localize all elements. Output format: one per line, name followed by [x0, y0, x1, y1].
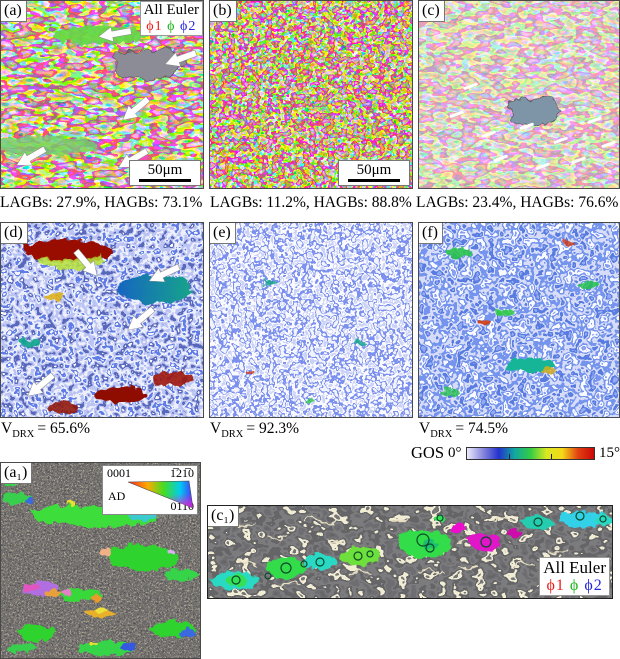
panel-e-label: (e): [210, 223, 236, 244]
vdrx-subscript: DRX: [221, 429, 244, 441]
legend-phi-row: ϕ1 ϕ ϕ2: [543, 577, 606, 595]
panel-e-grains: [246, 280, 366, 404]
ipf-axis-label: AD: [108, 489, 126, 503]
panel-e-gos-map: (e): [209, 222, 413, 418]
panel-f-gos-map: (f): [418, 222, 620, 418]
panel-f-grains: [439, 240, 599, 397]
panel-c1-label: (c₁): [208, 506, 240, 527]
ipf-color-triangle: [127, 480, 194, 509]
scalebar-b: 50μm: [338, 159, 410, 186]
gos-max-label: 15°: [599, 444, 620, 461]
panel-d-texture: [1, 223, 203, 417]
scalebar-a: 50μm: [129, 159, 201, 186]
panel-a-euler-map: (a) All Euler ϕ1 ϕ ϕ2 50μm: [0, 0, 204, 189]
legend-phi1: ϕ1: [546, 577, 565, 594]
panel-b-euler-map: (b) 50μm: [209, 0, 413, 189]
panel-d-gos-map: (d): [0, 222, 204, 418]
scalebar-a-text: 50μm: [147, 161, 183, 178]
panel-c-label: (c): [419, 1, 445, 22]
scalebar-b-text: 50μm: [356, 161, 392, 178]
legend-phi: ϕ: [569, 577, 580, 594]
panel-a1-drx-grains: [1, 480, 199, 656]
scalebar-a-bar: [139, 178, 191, 182]
caption-a-boundaries: LAGBs: 27.9%, HAGBs: 73.1%: [0, 194, 203, 211]
all-euler-legend: All Euler ϕ1 ϕ ϕ2: [139, 1, 203, 36]
panel-b-texture: [210, 1, 412, 188]
caption-b-boundaries: LAGBs: 11.2%, HAGBs: 88.8%: [210, 194, 412, 211]
panel-f-texture: [419, 223, 619, 417]
panel-a1-label: (a₁): [1, 463, 33, 484]
all-euler-legend: All Euler ϕ1 ϕ ϕ2: [539, 557, 610, 596]
gos-min-label: 0°: [448, 444, 462, 461]
panel-f-label: (f): [419, 223, 443, 244]
legend-phi: ϕ: [167, 19, 176, 34]
panel-c-grains: [508, 96, 562, 128]
panel-d-label: (d): [1, 223, 28, 244]
gos-tick: [508, 453, 510, 459]
caption-f-vdrx: VDRX = 74.5%: [419, 419, 508, 445]
vdrx-value: = 74.5%: [455, 420, 509, 437]
caption-d-vdrx: VDRX = 65.6%: [1, 419, 90, 445]
panel-a1-texture: [1, 463, 200, 658]
ipf-pole-1210: 1̅21̅0: [170, 466, 194, 480]
panel-c-euler-map: (c): [418, 0, 620, 189]
legend-title: All Euler: [143, 2, 199, 18]
ipf-pole-0001: 0001: [107, 466, 131, 480]
panel-b-label: (b): [210, 1, 237, 22]
legend-phi2: ϕ2: [179, 19, 197, 34]
vdrx-subscript: DRX: [12, 429, 35, 441]
gos-tick: [550, 453, 552, 459]
panel-a1-ipf-map: (a₁) 0001 1̅21̅0 AD 011̅0: [0, 462, 201, 659]
legend-phi1: ϕ1: [146, 19, 163, 34]
gos-title: GOS: [411, 443, 445, 462]
caption-e-vdrx: VDRX = 92.3%: [210, 419, 299, 445]
vdrx-symbol: V: [419, 420, 431, 437]
panel-e-texture: [210, 223, 412, 417]
vdrx-value: = 92.3%: [246, 420, 300, 437]
panel-c-texture: [419, 1, 619, 188]
panel-c1-band-map: (c₁) All Euler ϕ1 ϕ ϕ2: [207, 505, 613, 599]
white-dash-marks: [449, 82, 616, 170]
scalebar-b-bar: [348, 178, 400, 182]
ipf-ad-legend: 0001 1̅21̅0 AD 011̅0: [102, 465, 198, 515]
legend-title: All Euler: [543, 558, 606, 577]
gos-colorbar: [465, 446, 595, 460]
legend-phi-row: ϕ1 ϕ ϕ2: [144, 19, 199, 35]
panel-a-label: (a): [1, 1, 27, 22]
vdrx-value: = 65.6%: [37, 420, 91, 437]
vdrx-symbol: V: [210, 420, 222, 437]
gos-colorbar-row: GOS 0° 15°: [411, 443, 620, 463]
vdrx-subscript: DRX: [430, 429, 453, 441]
legend-phi2: ϕ2: [584, 577, 603, 594]
caption-c-boundaries: LAGBs: 23.4%, HAGBs: 76.6%: [416, 194, 619, 211]
vdrx-symbol: V: [1, 420, 13, 437]
panel-c1-grain-circles: [231, 511, 607, 585]
